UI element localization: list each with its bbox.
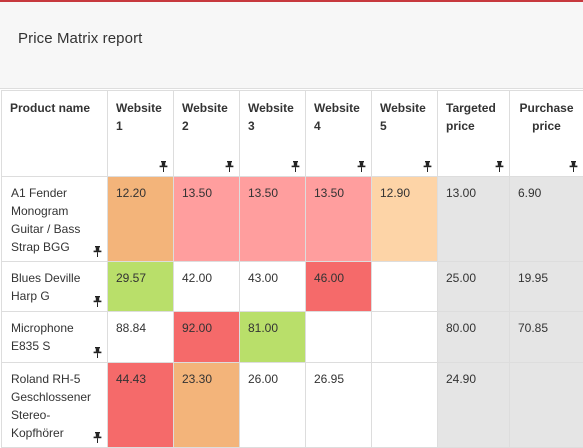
pushpin-icon[interactable] xyxy=(93,246,102,257)
price-value: 13.50 xyxy=(182,184,231,202)
price-value: 19.95 xyxy=(518,269,575,287)
price-cell xyxy=(372,363,438,448)
page-title: Price Matrix report xyxy=(18,30,142,47)
price-value: 80.00 xyxy=(446,319,501,337)
product-name: A1 Fender Monogram Guitar / Bass Strap B… xyxy=(11,184,99,256)
price-value: 26.95 xyxy=(314,370,363,388)
price-value: 88.84 xyxy=(116,319,165,337)
price-value: 92.00 xyxy=(182,319,231,337)
column-header-website-3[interactable]: Website 3 xyxy=(240,91,306,177)
purchase-price-cell: 70.85 xyxy=(510,312,583,363)
price-value: 12.20 xyxy=(116,184,165,202)
price-value: 42.00 xyxy=(182,269,231,287)
price-value: 13.00 xyxy=(446,184,501,202)
price-matrix-table: Product name Website 1 Website 2 Website… xyxy=(1,90,583,448)
price-value: 13.50 xyxy=(248,184,297,202)
price-cell: 43.00 xyxy=(240,262,306,312)
column-header-targeted-price[interactable]: Targeted price xyxy=(438,91,510,177)
price-cell: 26.00 xyxy=(240,363,306,448)
column-header-label: Website 4 xyxy=(314,99,363,135)
price-cell: 12.90 xyxy=(372,177,438,262)
targeted-price-cell: 80.00 xyxy=(438,312,510,363)
pushpin-icon[interactable] xyxy=(159,161,168,172)
price-value: 25.00 xyxy=(446,269,501,287)
product-name-cell: Roland RH-5 Geschlossener Stereo-Kopfhör… xyxy=(2,363,108,448)
column-header-website-2[interactable]: Website 2 xyxy=(174,91,240,177)
price-value: 24.90 xyxy=(446,370,501,388)
pushpin-icon[interactable] xyxy=(291,161,300,172)
price-cell: 88.84 xyxy=(108,312,174,363)
panel-header: Price Matrix report xyxy=(0,2,583,89)
product-name-cell: A1 Fender Monogram Guitar / Bass Strap B… xyxy=(2,177,108,262)
price-value: 81.00 xyxy=(248,319,297,337)
column-header-label: Website 3 xyxy=(248,99,297,135)
price-cell: 23.30 xyxy=(174,363,240,448)
price-cell xyxy=(306,312,372,363)
product-name-cell: Microphone E835 S xyxy=(2,312,108,363)
price-cell: 12.20 xyxy=(108,177,174,262)
header-row: Product name Website 1 Website 2 Website… xyxy=(2,91,583,177)
targeted-price-cell: 25.00 xyxy=(438,262,510,312)
purchase-price-cell xyxy=(510,363,583,448)
price-cell: 13.50 xyxy=(240,177,306,262)
pushpin-icon[interactable] xyxy=(93,296,102,307)
price-value: 44.43 xyxy=(116,370,165,388)
price-cell: 29.57 xyxy=(108,262,174,312)
column-header-product-name[interactable]: Product name xyxy=(2,91,108,177)
price-cell: 81.00 xyxy=(240,312,306,363)
column-header-label: Website 2 xyxy=(182,99,231,135)
price-cell: 26.95 xyxy=(306,363,372,448)
purchase-price-cell: 6.90 xyxy=(510,177,583,262)
price-cell: 42.00 xyxy=(174,262,240,312)
pushpin-icon[interactable] xyxy=(357,161,366,172)
column-header-website-5[interactable]: Website 5 xyxy=(372,91,438,177)
pushpin-icon[interactable] xyxy=(495,161,504,172)
price-value: 29.57 xyxy=(116,269,165,287)
column-header-website-4[interactable]: Website 4 xyxy=(306,91,372,177)
purchase-price-cell: 19.95 xyxy=(510,262,583,312)
table-row: Microphone E835 S 88.84 92.00 81.00 80.0… xyxy=(2,312,583,363)
price-value: 43.00 xyxy=(248,269,297,287)
price-value: 6.90 xyxy=(518,184,575,202)
targeted-price-cell: 24.90 xyxy=(438,363,510,448)
price-cell xyxy=(372,312,438,363)
price-value: 23.30 xyxy=(182,370,231,388)
price-value: 26.00 xyxy=(248,370,297,388)
table-row: A1 Fender Monogram Guitar / Bass Strap B… xyxy=(2,177,583,262)
column-header-label: Targeted price xyxy=(446,99,501,135)
price-cell: 46.00 xyxy=(306,262,372,312)
column-header-label: Purchase price xyxy=(518,99,575,135)
pushpin-icon[interactable] xyxy=(423,161,432,172)
column-header-website-1[interactable]: Website 1 xyxy=(108,91,174,177)
price-cell: 13.50 xyxy=(174,177,240,262)
table-row: Roland RH-5 Geschlossener Stereo-Kopfhör… xyxy=(2,363,583,448)
column-header-label: Product name xyxy=(10,99,99,117)
price-cell: 92.00 xyxy=(174,312,240,363)
pushpin-icon[interactable] xyxy=(225,161,234,172)
product-name-cell: Blues Deville Harp G xyxy=(2,262,108,312)
column-header-purchase-price[interactable]: Purchase price xyxy=(510,91,583,177)
table-row: Blues Deville Harp G 29.57 42.00 43.00 4… xyxy=(2,262,583,312)
product-name: Microphone E835 S xyxy=(11,319,99,355)
pushpin-icon[interactable] xyxy=(569,161,578,172)
price-cell: 44.43 xyxy=(108,363,174,448)
product-name: Roland RH-5 Geschlossener Stereo-Kopfhör… xyxy=(11,370,99,442)
price-cell xyxy=(372,262,438,312)
price-value: 70.85 xyxy=(518,319,575,337)
column-header-label: Website 1 xyxy=(116,99,165,135)
pushpin-icon[interactable] xyxy=(93,347,102,358)
pushpin-icon[interactable] xyxy=(93,432,102,443)
price-value: 12.90 xyxy=(380,184,429,202)
targeted-price-cell: 13.00 xyxy=(438,177,510,262)
price-cell: 13.50 xyxy=(306,177,372,262)
price-value: 13.50 xyxy=(314,184,363,202)
column-header-label: Website 5 xyxy=(380,99,429,135)
price-value: 46.00 xyxy=(314,269,363,287)
product-name: Blues Deville Harp G xyxy=(11,269,99,305)
